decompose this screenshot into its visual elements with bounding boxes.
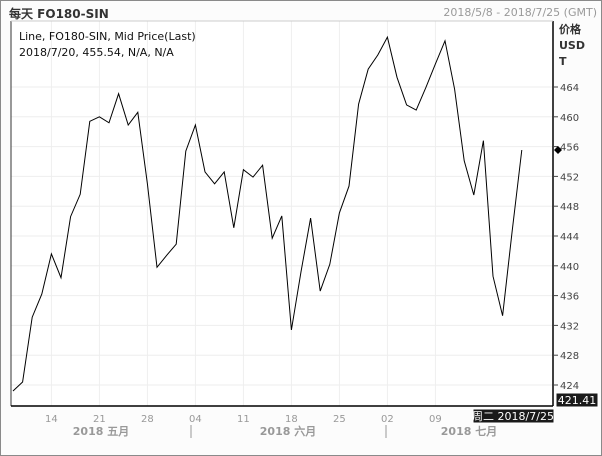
axis-unit: 价格 USD T [559, 22, 585, 70]
unit-line: USD [559, 39, 585, 52]
month-label: 2018 六月 [260, 424, 316, 438]
x-tick-label: 28 [141, 414, 154, 425]
legend: Line, FO180-SIN, Mid Price(Last) 2018/7/… [19, 29, 196, 61]
chart-title: 每天 FO180-SIN [9, 7, 109, 21]
x-tick-label: 21 [93, 414, 106, 425]
x-tick-label: 04 [189, 414, 202, 425]
y-tick-label: 432 [560, 321, 579, 332]
y-tick-label: 440 [560, 262, 579, 273]
x-tick-label: 11 [237, 414, 250, 425]
y-tick-label: 456 [560, 143, 579, 154]
x-tick-label: 02 [381, 414, 394, 425]
y-tick-label: 424 [560, 381, 579, 392]
x-tick-label: 25 [333, 414, 346, 425]
y-tick-label: 448 [560, 202, 579, 213]
y-tick-label: 460 [560, 113, 579, 124]
y-tick-label: 428 [560, 351, 579, 362]
y-tick-label: 452 [560, 172, 579, 183]
plot-area [11, 21, 553, 406]
y-tick-label: 436 [560, 292, 579, 303]
price-cursor-label: 421.41 [558, 394, 597, 407]
date-cursor-label: 周二 2018/7/25 [472, 410, 554, 423]
month-label: 2018 七月 [441, 424, 497, 438]
unit-line: T [559, 55, 567, 68]
date-cursor-box [472, 408, 555, 424]
legend-values: 2018/7/20, 455.54, N/A, N/A [19, 46, 174, 59]
y-tick-label: 464 [560, 83, 579, 94]
month-label: 2018 五月 [73, 425, 129, 438]
price-cursor-box [555, 392, 599, 408]
legend-series: Line, FO180-SIN, Mid Price(Last) [19, 30, 196, 43]
unit-line: 价格 [559, 23, 581, 36]
date-range: 2018/5/8 - 2018/7/25 (GMT) [443, 6, 597, 19]
last-price-marker [554, 146, 562, 155]
y-tick-label: 444 [560, 232, 579, 243]
price-line [12, 35, 523, 392]
x-tick-label: 14 [45, 414, 58, 425]
x-tick-label: 09 [429, 414, 442, 425]
x-tick-label: 18 [285, 414, 298, 425]
